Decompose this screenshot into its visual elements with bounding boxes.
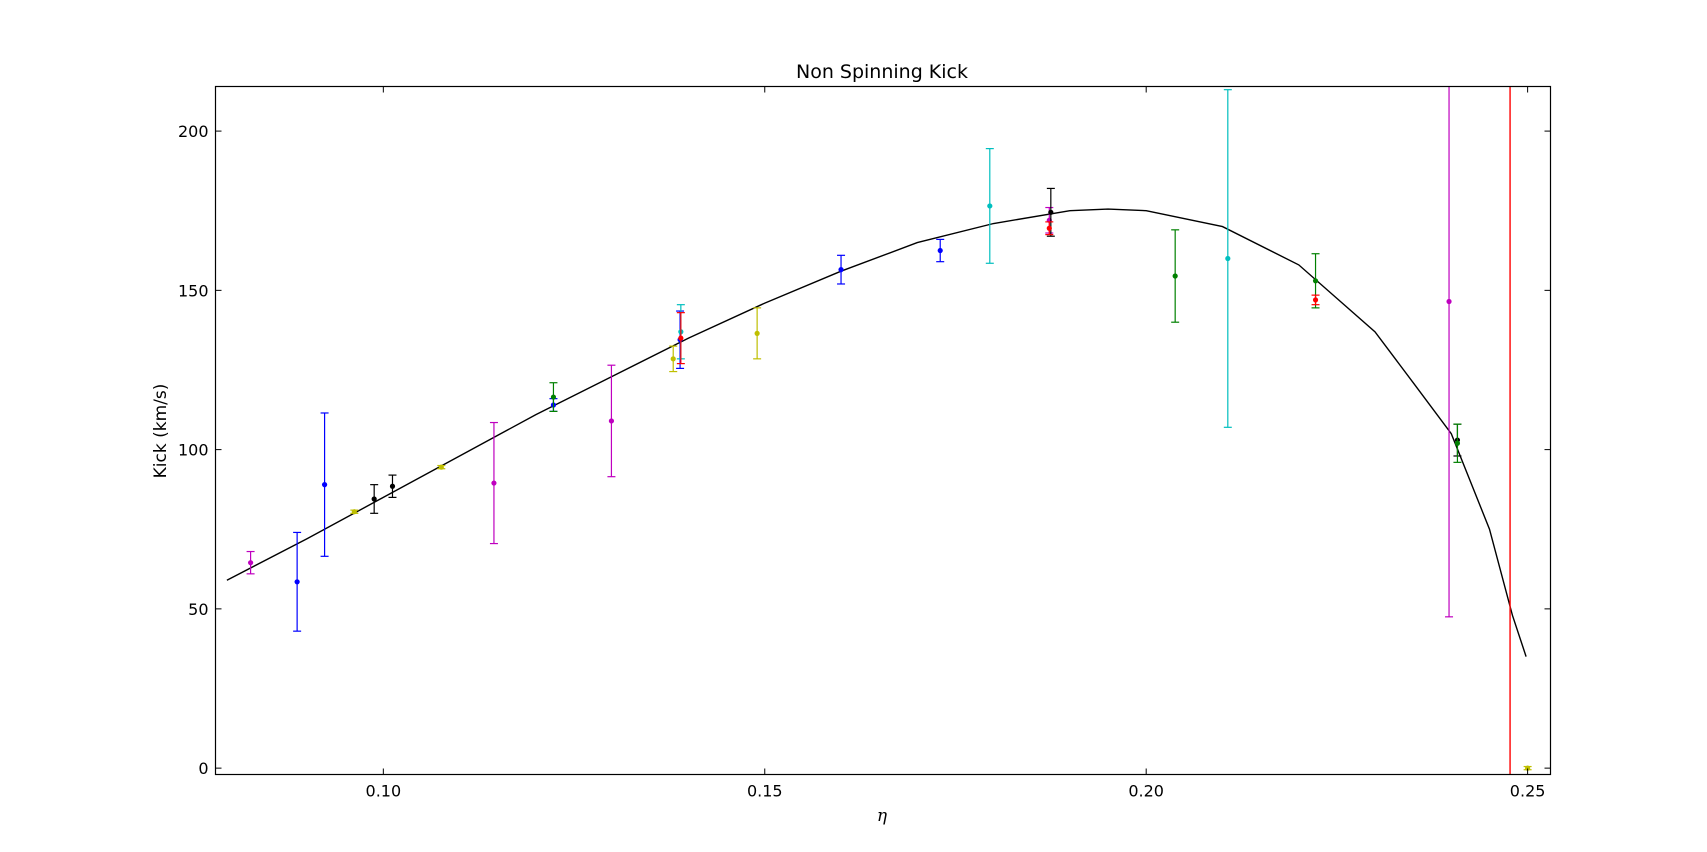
y-tick-label: 0 (198, 759, 208, 778)
data-point (1172, 273, 1178, 279)
plot-frame (214, 85, 1552, 776)
fit-curve (226, 208, 1527, 657)
plot-area (226, 86, 1532, 775)
errorbar-series-5 (676, 89, 1232, 428)
data-point (1048, 209, 1054, 215)
data-point (371, 496, 377, 502)
data-point (550, 394, 557, 400)
x-tick-label: 0.25 (1510, 782, 1546, 801)
y-tick-label: 50 (188, 600, 208, 619)
data-point (754, 330, 760, 336)
data-point (670, 356, 676, 362)
x-tick-label: 0.20 (1128, 782, 1164, 801)
errorbar-series-3 (370, 187, 1462, 514)
x-tick-label: 0.10 (366, 782, 402, 801)
y-tick-label: 150 (178, 281, 209, 300)
data-point (389, 483, 396, 489)
errorbar-series-2 (350, 307, 1532, 771)
data-point (1525, 765, 1531, 771)
data-point (1312, 278, 1319, 284)
data-point (1046, 225, 1052, 231)
data-point (438, 464, 444, 470)
data-point (678, 335, 684, 341)
data-point (1225, 255, 1231, 262)
y-tick-label: 100 (178, 441, 209, 460)
x-tick-label: 0.15 (747, 782, 783, 801)
data-point (294, 579, 300, 585)
data-point (491, 480, 497, 486)
errorbar-series-4 (549, 229, 1462, 463)
data-point (1312, 297, 1319, 303)
data-point (937, 247, 943, 254)
data-point (1446, 298, 1452, 305)
y-tick-label: 200 (178, 122, 209, 141)
data-point (1454, 440, 1461, 446)
data-point (351, 509, 357, 515)
y-axis-label: Kick (km/s) (151, 384, 171, 479)
errorbar-series-6 (676, 221, 1320, 365)
data-point (321, 482, 328, 488)
data-point (987, 203, 993, 209)
x-axis-label: η (877, 806, 888, 826)
data-point (838, 267, 844, 273)
axis-ticks: 0.10 0.15 0.20 0.25 0 50 100 150 200 (178, 86, 1551, 801)
data-point (608, 418, 615, 424)
chart-title: Non Spinning Kick (796, 61, 968, 83)
errorbar-series-1 (293, 238, 945, 632)
data-point (247, 560, 254, 566)
errorbar-series-0 (246, 86, 1454, 618)
